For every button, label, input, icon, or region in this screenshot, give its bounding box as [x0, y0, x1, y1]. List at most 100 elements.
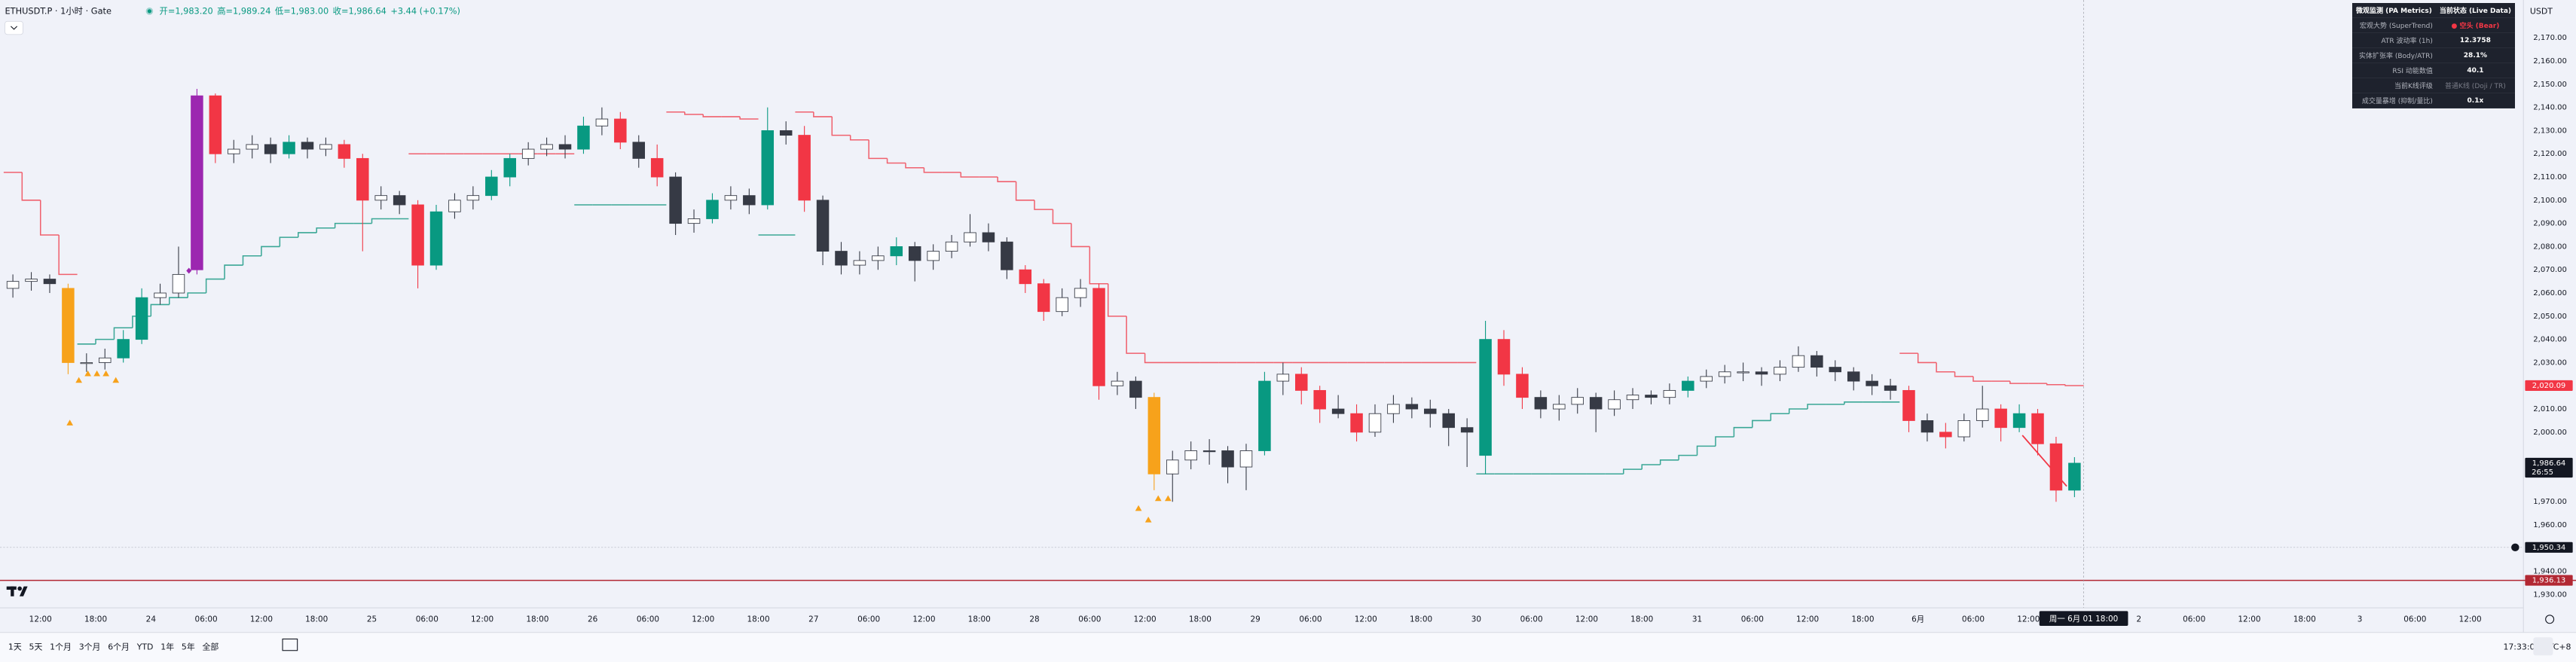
candle-body — [1811, 355, 1823, 368]
candle-body — [1994, 408, 2007, 429]
supertrend-step — [187, 292, 206, 298]
supertrend-step — [1034, 200, 1053, 210]
countdown-label: 26:55 — [2532, 468, 2553, 477]
x-tick-label: 18:00 — [526, 615, 549, 624]
settings-button[interactable] — [2533, 637, 2553, 656]
supertrend-step — [684, 111, 704, 115]
candle-body — [1957, 420, 1971, 438]
x-tick-label: 12:00 — [1134, 615, 1157, 624]
metric-value: ● 空头 (Bear) — [2435, 17, 2515, 33]
trend-line — [2021, 435, 2067, 487]
x-tick-label: 12:00 — [471, 615, 494, 624]
candle-body — [743, 195, 756, 206]
supertrend-step — [316, 227, 335, 233]
candle-body — [1755, 371, 1768, 375]
x-tick-label: 6月 — [1911, 615, 1924, 624]
x-tick-label: 18:00 — [305, 615, 328, 624]
candle-body — [521, 148, 535, 159]
supertrend-step — [1071, 223, 1090, 248]
y-tick-label: 2,110.00 — [2533, 173, 2567, 182]
candle-body — [1608, 399, 1621, 410]
range-button[interactable]: 5天 — [29, 642, 43, 651]
y-tick-label: 2,140.00 — [2533, 104, 2567, 112]
metrics-table: 微观监测 (PA Metrics) 当前状态 (Live Data) 宏观大势 … — [2352, 3, 2515, 108]
metric-value: 0.1x — [2435, 93, 2515, 108]
x-tick-label: 18:00 — [1851, 615, 1874, 624]
candle-body — [1645, 395, 1658, 398]
range-button[interactable]: 全部 — [203, 641, 219, 651]
x-tick-label: 06:00 — [1078, 615, 1101, 624]
supertrend-step — [1623, 468, 1642, 474]
candle-body — [1424, 408, 1437, 414]
range-button[interactable]: YTD — [136, 642, 154, 651]
supertrend-step — [1015, 182, 1035, 201]
x-tick-label: 25 — [367, 615, 377, 624]
candle-body — [540, 144, 553, 150]
candle-body — [1387, 404, 1400, 414]
ohlc-value: +3.44 (+0.17%) — [390, 5, 460, 16]
candle-body — [1001, 241, 1013, 270]
x-tick-label: 18:00 — [968, 615, 991, 624]
y-tick-label: 2,130.00 — [2533, 127, 2567, 135]
time-settings-icon[interactable] — [2545, 615, 2555, 624]
candle-body — [135, 297, 148, 340]
y-tick-label: 1,970.00 — [2533, 498, 2567, 506]
supertrend-step — [702, 114, 722, 117]
supertrend-step — [224, 264, 243, 279]
signal-marker — [1164, 495, 1172, 502]
range-button[interactable]: 1个月 — [50, 642, 72, 651]
date-range-button[interactable] — [282, 638, 298, 651]
range-button[interactable]: 3个月 — [79, 642, 101, 651]
candle-body — [577, 125, 590, 150]
y-tick-label: 2,100.00 — [2533, 197, 2567, 205]
candle-body — [1056, 297, 1068, 313]
candle-body — [1405, 404, 1419, 410]
candle-body — [1184, 450, 1197, 461]
candle-body — [1442, 413, 1455, 429]
supertrend-step — [1126, 316, 1145, 354]
x-tick-label: 12:00 — [1355, 615, 1377, 624]
candle-body — [448, 200, 461, 212]
candle-body — [411, 204, 424, 266]
candle-body — [1368, 413, 1382, 433]
collapse-button[interactable] — [5, 20, 23, 35]
ohlc-legend: 开=1,983.20 高=1,989.24 低=1,983.00 收=1,986.64… — [160, 5, 460, 16]
candle-body — [1902, 389, 1915, 421]
candle-body — [356, 157, 369, 201]
supertrend-step — [205, 278, 225, 294]
candle-body — [1295, 374, 1308, 391]
candle-body — [1829, 367, 1842, 373]
supertrend-step — [279, 236, 298, 247]
price-label-box — [2525, 541, 2573, 553]
x-tick-label: 29 — [1251, 615, 1260, 624]
x-tick-label: 06:00 — [1520, 615, 1543, 624]
candle-body — [246, 144, 258, 150]
candle-body — [503, 157, 516, 178]
candle-body — [1221, 450, 1234, 468]
candle-body — [1589, 397, 1603, 410]
candle-body — [191, 95, 203, 270]
candle-body — [1166, 459, 1179, 474]
alert-icon[interactable] — [2511, 543, 2519, 552]
candle-body — [1847, 371, 1860, 382]
range-button[interactable]: 5年 — [182, 641, 195, 651]
candle-body — [2012, 413, 2026, 429]
candle-layer — [6, 88, 2081, 502]
candle-body — [1718, 371, 1731, 377]
range-button[interactable]: 1天 — [8, 642, 22, 651]
candle-body — [2049, 443, 2063, 491]
range-button[interactable]: 1年 — [160, 641, 174, 651]
supertrend-step — [1089, 246, 1108, 285]
candle-body — [1202, 450, 1216, 453]
metric-label: ATR 波动率 (1h) — [2352, 32, 2436, 48]
x-tick-label: 12:00 — [2017, 615, 2040, 624]
supertrend-step — [1844, 401, 1863, 404]
candle-body — [632, 142, 646, 159]
candle-body — [816, 200, 830, 252]
range-button[interactable]: 6个月 — [108, 642, 130, 651]
signal-marker — [102, 370, 110, 377]
signal-markers — [66, 370, 1172, 523]
candle-body — [1626, 395, 1639, 401]
candle-body — [1479, 339, 1492, 456]
